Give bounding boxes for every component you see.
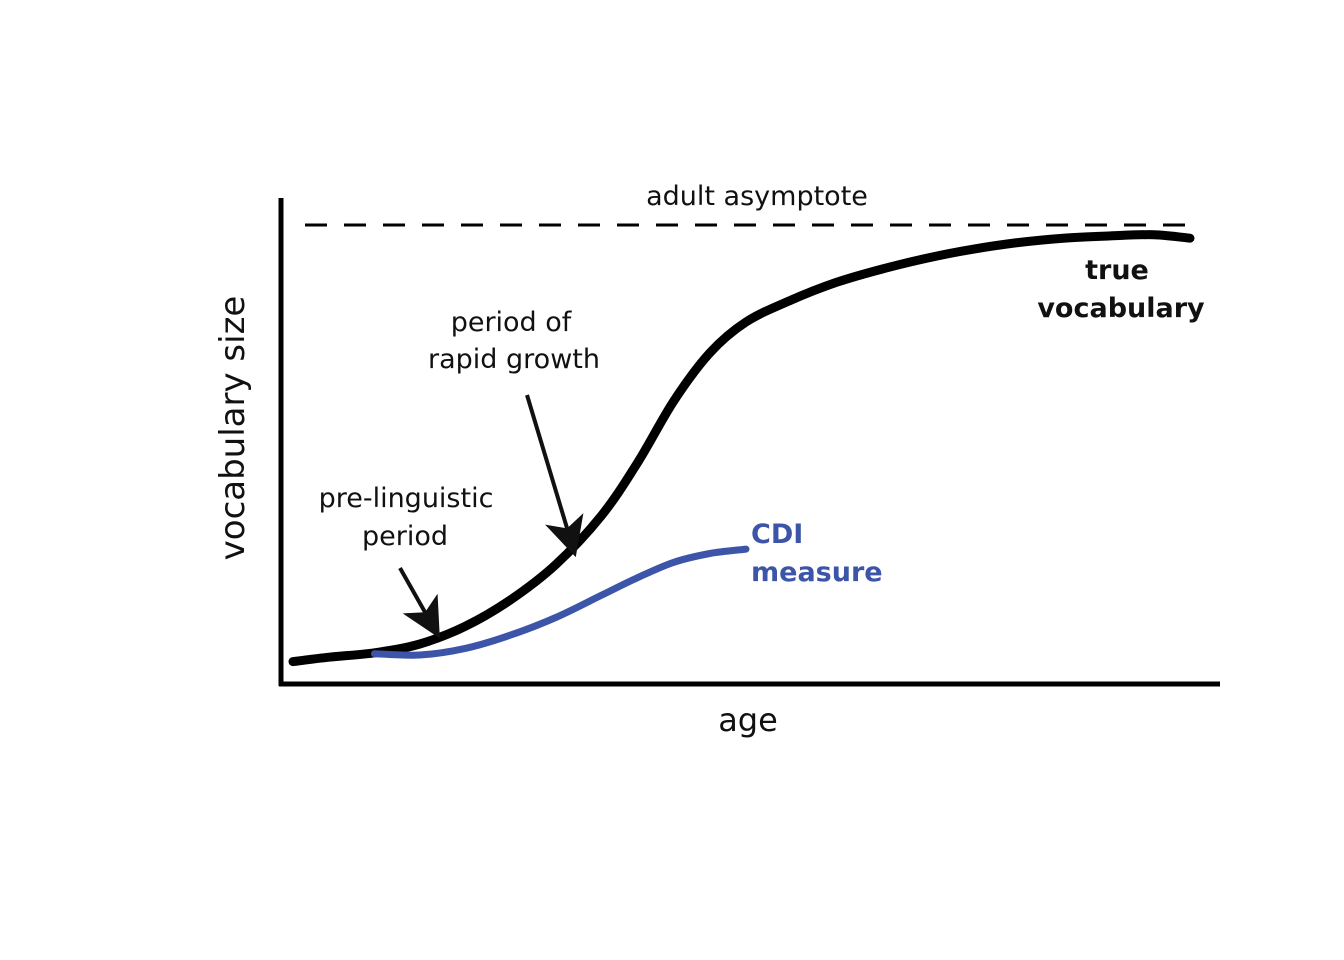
rapid-growth-arrow [525, 394, 584, 558]
cdi-measure-line [371, 545, 750, 659]
adult-asymptote-label: adult asymptote [646, 181, 868, 212]
cdi-measure-label-line-1: CDI [751, 519, 803, 550]
pre-linguistic-annotation-line-2: period [362, 521, 448, 552]
pre-linguistic-annotation-line-1: pre-linguistic [319, 483, 494, 514]
pre-linguistic-arrow [398, 567, 440, 639]
x-axis-label: age [718, 701, 778, 739]
rapid-growth-annotation-line-2: rapid growth [428, 344, 600, 375]
cdi-measure-label-line-2: measure [751, 557, 883, 588]
y-axis-label: vocabulary size [213, 296, 253, 561]
true-vocabulary-line [288, 230, 1195, 667]
true-vocabulary-label-line-2: vocabulary [1037, 293, 1205, 324]
true-vocabulary-label-line-1: true [1085, 255, 1149, 286]
rapid-growth-annotation-line-1: period of [451, 307, 573, 338]
